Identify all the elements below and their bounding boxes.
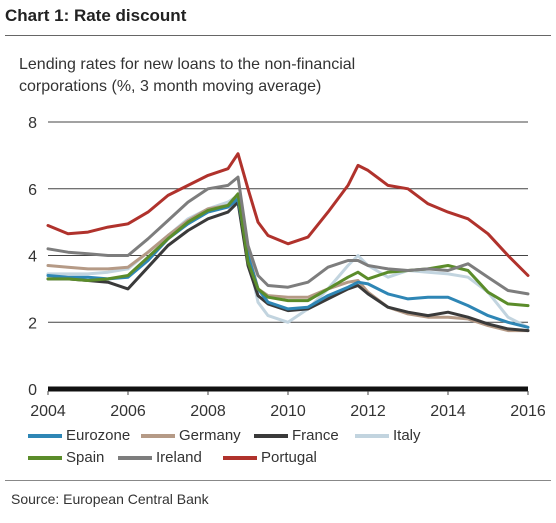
legend-swatch-germany bbox=[141, 434, 175, 439]
chart-title: Chart 1: Rate discount bbox=[5, 6, 187, 25]
y-tick-label-4: 4 bbox=[28, 249, 37, 266]
y-tick-label-6: 6 bbox=[28, 182, 37, 199]
legend-swatch-france bbox=[254, 434, 288, 439]
series-line-germany bbox=[46, 195, 530, 333]
legend-label-germany: Germany bbox=[179, 427, 241, 444]
legend-label-italy: Italy bbox=[393, 427, 421, 444]
legend-item-ireland: Ireland bbox=[118, 448, 202, 468]
series-line-portugal bbox=[46, 152, 530, 277]
series-line-ireland bbox=[46, 175, 530, 296]
legend-swatch-italy bbox=[355, 434, 389, 439]
legend-swatch-eurozone bbox=[28, 434, 62, 439]
x-tick-label-2008: 2008 bbox=[190, 403, 226, 420]
title-rule bbox=[5, 35, 551, 36]
legend-label-eurozone: Eurozone bbox=[66, 427, 131, 444]
series-line-france bbox=[46, 200, 530, 333]
legend-label-portugal: Portugal bbox=[261, 449, 317, 466]
legend-item-eurozone: Eurozone bbox=[28, 426, 130, 446]
legend-swatch-ireland bbox=[118, 456, 152, 461]
legend-item-spain: Spain bbox=[28, 448, 104, 468]
y-tick-label-0: 0 bbox=[28, 382, 37, 399]
x-tick-label-2010: 2010 bbox=[270, 403, 306, 420]
x-axis-ticks: 2004 2006 2008 2010 2012 2014 2016 bbox=[30, 391, 546, 420]
y-tick-label-8: 8 bbox=[28, 115, 37, 132]
legend-item-portugal: Portugal bbox=[223, 448, 317, 468]
x-tick-label-2014: 2014 bbox=[430, 403, 466, 420]
x-tick-label-2006: 2006 bbox=[110, 403, 146, 420]
gridlines bbox=[48, 121, 528, 392]
legend-swatch-portugal bbox=[223, 456, 257, 461]
legend-item-germany: Germany bbox=[141, 426, 241, 446]
chart-subtitle: Lending rates for new loans to the non-f… bbox=[19, 56, 356, 95]
legend-label-ireland: Ireland bbox=[156, 449, 202, 466]
line-chart: 0 2 4 6 8 2004 2006 2008 2010 2012 2014 2016 bbox=[28, 115, 546, 420]
series-line-eurozone bbox=[46, 197, 530, 329]
x-tick-label-2016: 2016 bbox=[510, 403, 546, 420]
legend-item-italy: Italy bbox=[355, 426, 421, 446]
legend-item-france: France bbox=[254, 426, 339, 446]
legend-swatch-spain bbox=[28, 456, 62, 461]
source-note: Source: European Central Bank bbox=[11, 491, 209, 507]
series-line-spain bbox=[46, 192, 530, 308]
legend-label-spain: Spain bbox=[66, 449, 105, 466]
y-tick-label-2: 2 bbox=[28, 315, 37, 332]
series-lines bbox=[46, 152, 530, 333]
legend-label-france: France bbox=[292, 427, 339, 444]
x-tick-label-2012: 2012 bbox=[350, 403, 386, 420]
x-tick-label-2004: 2004 bbox=[30, 403, 66, 420]
y-axis-ticks: 0 2 4 6 8 bbox=[28, 115, 37, 399]
footer-rule bbox=[5, 480, 551, 481]
